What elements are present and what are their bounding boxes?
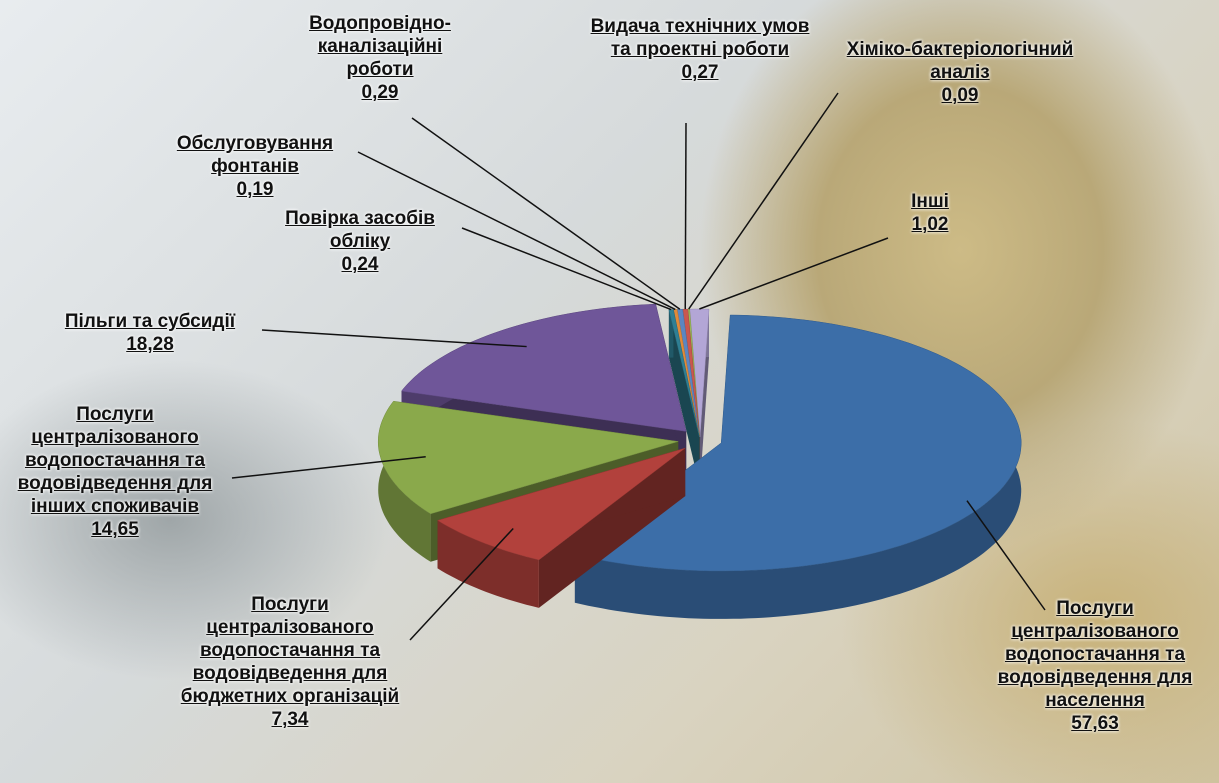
category-label: Пільги та субсидії — [20, 310, 280, 333]
value-label: 7,34 — [165, 708, 415, 731]
category-label: Послуги централізованого водопостачання … — [980, 597, 1210, 712]
leader-line — [689, 93, 838, 309]
category-label: Повірка засобів обліку — [253, 207, 468, 253]
value-label: 14,65 — [0, 518, 235, 541]
data-label: Послуги централізованого водопостачання … — [165, 593, 415, 731]
value-label: 57,63 — [980, 712, 1210, 735]
leader-line — [462, 228, 671, 310]
value-label: 18,28 — [20, 333, 280, 356]
category-label: Водопровідно-каналізаційні роботи — [285, 12, 475, 81]
leader-line — [699, 238, 888, 309]
data-label: Послуги централізованого водопостачання … — [980, 597, 1210, 735]
value-label: 0,24 — [253, 253, 468, 276]
category-label: Інші — [880, 190, 980, 213]
data-label: Послуги централізованого водопостачання … — [0, 403, 235, 541]
value-label: 1,02 — [880, 213, 980, 236]
leader-line — [685, 123, 686, 309]
category-label: Послуги централізованого водопостачання … — [165, 593, 415, 708]
category-label: Хіміко-бактеріологічний аналіз — [845, 38, 1075, 84]
value-label: 0,09 — [845, 84, 1075, 107]
data-label: Видача технічних умов та проектні роботи… — [580, 15, 820, 84]
value-label: 0,27 — [580, 61, 820, 84]
category-label: Обслуговування фонтанів — [140, 132, 370, 178]
value-label: 0,19 — [140, 178, 370, 201]
category-label: Видача технічних умов та проектні роботи — [580, 15, 820, 61]
value-label: 0,29 — [285, 81, 475, 104]
category-label: Послуги централізованого водопостачання … — [0, 403, 235, 518]
chart: Послуги централізованого водопостачання … — [0, 0, 1219, 783]
